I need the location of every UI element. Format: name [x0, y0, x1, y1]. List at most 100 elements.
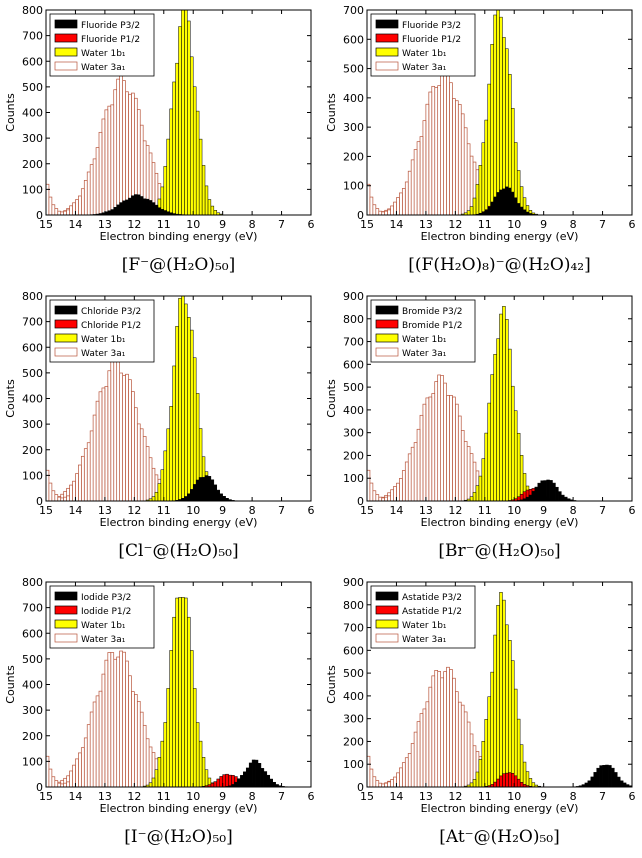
y-tick-label: 600	[343, 644, 364, 657]
y-tick-label: 300	[22, 418, 43, 431]
bar-w3	[137, 424, 140, 501]
legend-label: Fluoride P1/2	[402, 35, 461, 45]
bar-p32	[108, 211, 111, 215]
legend-swatch-p32	[55, 592, 77, 600]
bar-w1	[511, 661, 514, 787]
bar-w3	[75, 759, 78, 787]
bar-w1	[187, 317, 190, 501]
bar-w1	[173, 82, 176, 215]
legend-label: Bromide P1/2	[402, 321, 462, 331]
bar-w3	[108, 653, 111, 787]
bar-w1	[208, 200, 211, 215]
bar-p32	[564, 497, 567, 501]
bar-w1	[485, 719, 488, 787]
x-tick-label: 6	[629, 504, 636, 517]
y-axis-label: Counts	[325, 93, 338, 132]
bar-w3	[435, 382, 438, 501]
bar-p32	[606, 765, 609, 787]
legend-swatch-p32	[376, 306, 398, 314]
bar-p32	[217, 490, 220, 501]
x-tick-label: 7	[599, 218, 606, 231]
legend-label: Water 3a₁	[402, 349, 447, 359]
bar-p32	[246, 768, 249, 787]
bar-w3	[467, 144, 470, 215]
bar-w1	[482, 459, 485, 501]
panel-caption: [At⁻@(H₂O)₅₀]	[439, 827, 560, 847]
bar-w3	[449, 83, 452, 215]
y-tick-label: 700	[22, 30, 43, 43]
bar-p32	[555, 487, 558, 501]
bar-w1	[193, 358, 196, 501]
bar-w1	[500, 314, 503, 501]
bar-w3	[464, 441, 467, 501]
y-tick-label: 400	[343, 690, 364, 703]
bar-w1	[184, 1, 187, 215]
bar-w1	[482, 143, 485, 215]
bar-w1	[511, 386, 514, 501]
bar-w3	[411, 743, 414, 787]
bar-w3	[414, 150, 417, 215]
bar-p12	[508, 773, 511, 787]
bar-w3	[58, 497, 61, 501]
bar-w3	[405, 758, 408, 787]
bar-w1	[176, 326, 179, 501]
bar-p12	[214, 782, 217, 787]
bar-w3	[128, 380, 131, 501]
bar-w3	[420, 714, 423, 787]
bar-w3	[126, 661, 129, 787]
bar-w3	[379, 497, 382, 501]
bar-w3	[123, 81, 126, 215]
bar-p12	[229, 775, 232, 787]
bar-w3	[441, 74, 444, 215]
y-tick-label: 500	[22, 81, 43, 94]
bar-w3	[467, 722, 470, 787]
bar-w3	[96, 148, 99, 215]
bar-w3	[455, 404, 458, 501]
bar-w1	[173, 366, 176, 501]
bar-w1	[517, 433, 520, 501]
bar-p32	[111, 210, 114, 215]
bar-w3	[64, 497, 67, 501]
y-tick-label: 500	[343, 667, 364, 680]
bar-w3	[67, 210, 70, 215]
bar-w1	[202, 165, 205, 215]
bar-w3	[373, 777, 376, 787]
bar-w3	[426, 398, 429, 501]
legend-label: Water 1b₁	[81, 621, 126, 631]
bar-p32	[140, 196, 143, 215]
x-tick-label: 6	[629, 218, 636, 231]
bar-w3	[49, 769, 52, 787]
y-tick-label: 0	[357, 781, 364, 794]
bar-w1	[199, 139, 202, 215]
bar-p12	[520, 782, 523, 787]
bar-p32	[273, 782, 276, 787]
bar-w1	[502, 37, 505, 215]
x-tick-label: 7	[278, 504, 285, 517]
y-tick-label: 700	[343, 4, 364, 17]
x-axis-label: Electron binding energy (eV)	[100, 802, 258, 815]
bar-w3	[429, 397, 432, 501]
y-tick-label: 200	[22, 730, 43, 743]
bar-p32	[114, 207, 117, 215]
bar-w3	[405, 182, 408, 215]
bar-w3	[146, 739, 149, 787]
bar-w3	[117, 79, 120, 215]
legend-label: Water 1b₁	[402, 335, 447, 345]
bar-w3	[49, 483, 52, 501]
y-tick-label: 300	[343, 713, 364, 726]
x-tick-label: 7	[599, 504, 606, 517]
bar-w1	[179, 298, 182, 501]
bar-p32	[517, 203, 520, 215]
bar-w3	[128, 676, 131, 787]
bar-w3	[105, 660, 108, 787]
bar-w1	[190, 650, 193, 787]
bar-w3	[64, 783, 67, 787]
bar-w3	[455, 692, 458, 787]
bar-w3	[376, 495, 379, 501]
bar-w3	[99, 691, 102, 787]
legend-label: Fluoride P3/2	[81, 21, 140, 31]
bar-w3	[452, 678, 455, 787]
bar-w3	[435, 87, 438, 215]
